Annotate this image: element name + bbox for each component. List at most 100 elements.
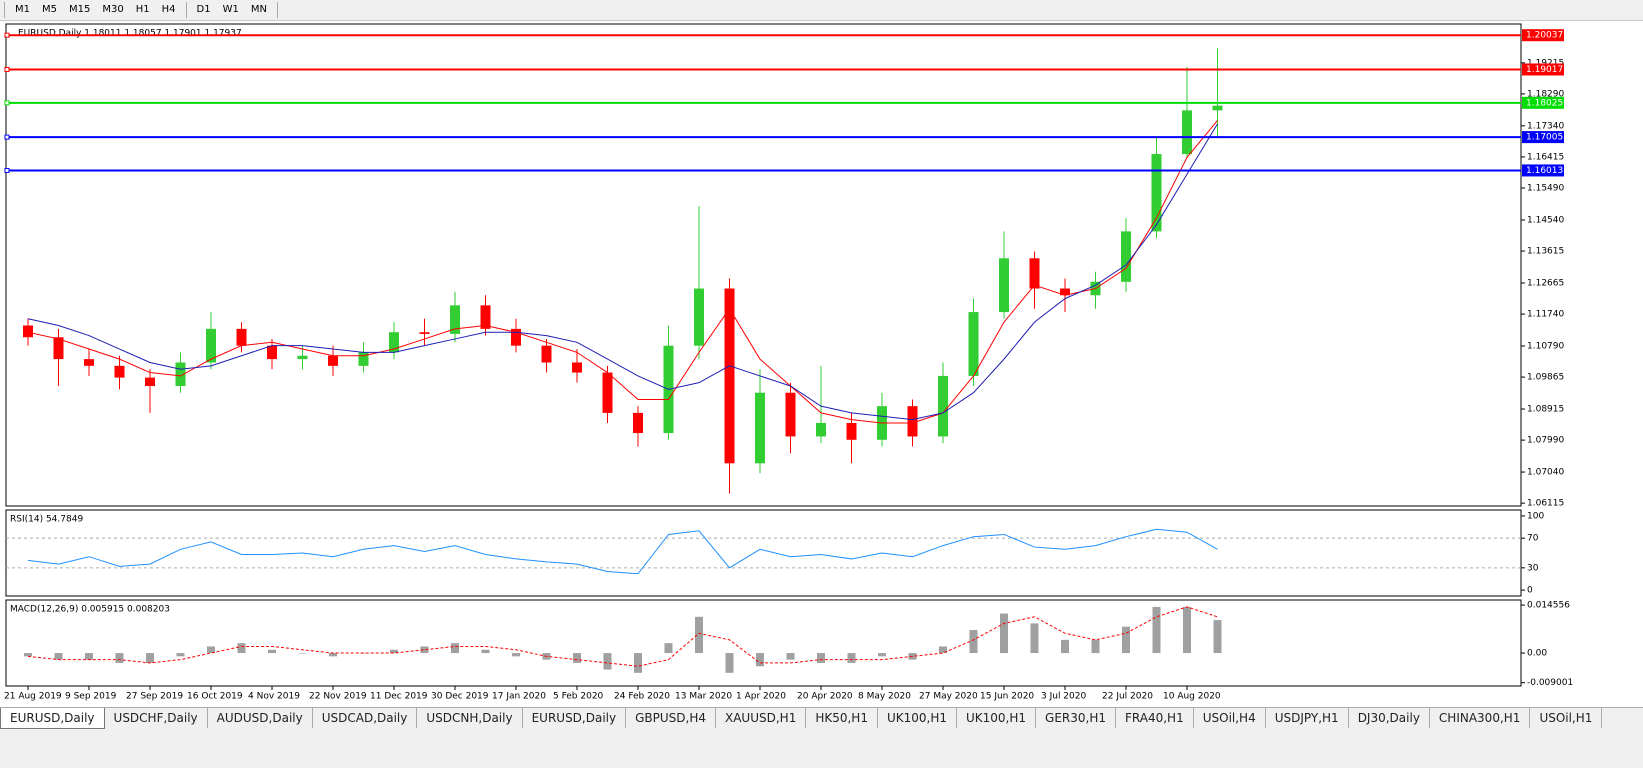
chart-tab[interactable]: USOil,H1 [1530, 708, 1603, 728]
x-tick-label: 15 Jun 2020 [980, 692, 1034, 702]
timeframe-button[interactable]: M1 [15, 4, 30, 15]
timeframe-button[interactable]: W1 [222, 4, 239, 15]
level-label-bg [1522, 131, 1564, 144]
macd-bar [481, 649, 490, 654]
macd-bar [512, 653, 520, 657]
level-label-bg [1522, 63, 1564, 76]
timeframe-button[interactable]: M15 [69, 4, 91, 15]
y-tick-label: 1.06115 [1527, 499, 1564, 509]
macd-bar [176, 653, 185, 657]
candle-body [541, 345, 552, 363]
timeframe-button[interactable]: D1 [196, 4, 211, 15]
macd-bar [634, 653, 642, 673]
macd-bar [695, 616, 703, 654]
macd-bar [390, 649, 398, 654]
chart-tab[interactable]: USDCHF,Daily [105, 708, 208, 728]
candle-body [633, 412, 643, 434]
macd-bar [1152, 606, 1161, 654]
macd-bar [969, 629, 978, 654]
timeframe-button[interactable]: H4 [161, 4, 176, 15]
moving-average [27, 123, 1218, 421]
x-tick-label: 9 Sep 2019 [65, 692, 117, 702]
y-tick-label: 1.15490 [1527, 184, 1564, 194]
x-tick-label: 22 Nov 2019 [309, 692, 367, 702]
macd-bar [146, 653, 154, 663]
candle-body [938, 375, 948, 437]
y-tick-label: 1.08915 [1527, 405, 1564, 415]
macd-bar [939, 646, 947, 654]
y-tick-label: 1.18290 [1527, 89, 1564, 99]
x-tick-label: 20 Apr 2020 [797, 692, 853, 702]
chart-tab[interactable]: USDJPY,H1 [1266, 708, 1349, 728]
timeframe-button[interactable]: M30 [102, 4, 124, 15]
level-handle [4, 100, 10, 106]
macd-bar [847, 653, 856, 663]
y-tick-label: 1.12665 [1527, 278, 1564, 288]
y-tick-label: 1.11740 [1527, 310, 1564, 320]
macd-bar [1091, 639, 1100, 654]
toolbar: M1 M5 M15 M30 H1 H4 D1 W1 MN [0, 0, 1643, 21]
candle-body [145, 377, 155, 387]
macd-bar [207, 646, 215, 654]
chart-tab[interactable]: EURUSD,Daily [523, 708, 627, 728]
chart-tab[interactable]: FRA40,H1 [1116, 708, 1194, 728]
candle-body [175, 362, 186, 387]
candle-body [1212, 105, 1223, 111]
timeframe-button[interactable]: MN [250, 4, 267, 15]
macd-bar [237, 643, 246, 654]
timeframe-button[interactable]: H1 [135, 4, 150, 15]
candle-body [572, 362, 582, 373]
x-tick-label: 30 Dec 2019 [431, 692, 489, 702]
chart-tab[interactable]: EURUSD,Daily [0, 708, 105, 729]
chart-tab[interactable]: USDCNH,Daily [417, 708, 523, 728]
macd-bar [24, 653, 32, 657]
chart-tab[interactable]: GER30,H1 [1036, 708, 1116, 728]
macd-bar [85, 653, 93, 660]
candle-body [816, 422, 826, 437]
chart-tabs: EURUSD,Daily USDCHF,Daily AUDUSD,Daily USDC… [0, 707, 1643, 730]
chart-tab[interactable]: XAUUSD,H1 [716, 708, 807, 728]
candle-body [1121, 231, 1131, 282]
y-tick-label: 1.07990 [1527, 436, 1564, 446]
chart-tab[interactable]: HK50,H1 [806, 708, 878, 728]
x-tick-label: 21 Aug 2019 [4, 692, 62, 702]
macd-bar [573, 653, 581, 663]
x-tick-label: 22 Jul 2020 [1102, 692, 1153, 702]
y-tick-label: 1.07040 [1527, 468, 1564, 478]
chart-tab[interactable]: USOil,H4 [1194, 708, 1266, 728]
macd-bar [878, 653, 886, 657]
y-tick-label: 1.14540 [1527, 215, 1564, 225]
candle-body [846, 422, 857, 440]
level-label: 1.20037 [1526, 31, 1563, 41]
x-tick-label: 17 Jan 2020 [492, 692, 546, 702]
chart-tab[interactable]: UK100,H1 [878, 708, 957, 728]
chart-tab[interactable]: UK100,H1 [957, 708, 1037, 728]
level-handle [4, 66, 10, 72]
candle-body [419, 332, 430, 334]
macd-bar [603, 653, 612, 670]
y-tick-label: 0.014556 [1527, 601, 1570, 611]
candle-body [1029, 258, 1040, 289]
chart-tab[interactable]: AUDUSD,Daily [208, 708, 313, 728]
candle-body [602, 372, 613, 413]
candle-body [450, 305, 460, 334]
chart-tab[interactable]: USDCAD,Daily [313, 708, 418, 728]
y-tick-label: 1.10790 [1527, 342, 1564, 352]
x-tick-label: 4 Nov 2019 [248, 692, 300, 702]
candle-body [999, 258, 1009, 313]
macd-bar [420, 646, 429, 654]
macd-bar [1030, 623, 1039, 654]
candle-body [236, 328, 247, 346]
panel-frame [5, 23, 1522, 507]
chart-tab[interactable]: CHINA300,H1 [1430, 708, 1531, 728]
x-tick-label: 11 Dec 2019 [370, 692, 428, 702]
level-label-bg [1522, 164, 1564, 177]
chart-tab[interactable]: GBPUSD,H4 [626, 708, 716, 728]
y-tick-label: 0 [1527, 586, 1533, 596]
chart-tab[interactable]: DJ30,Daily [1349, 708, 1430, 728]
candle-body [907, 406, 918, 437]
candle-body [1182, 110, 1192, 155]
macd-bar [1061, 639, 1069, 654]
timeframe-button[interactable]: M5 [42, 4, 57, 15]
